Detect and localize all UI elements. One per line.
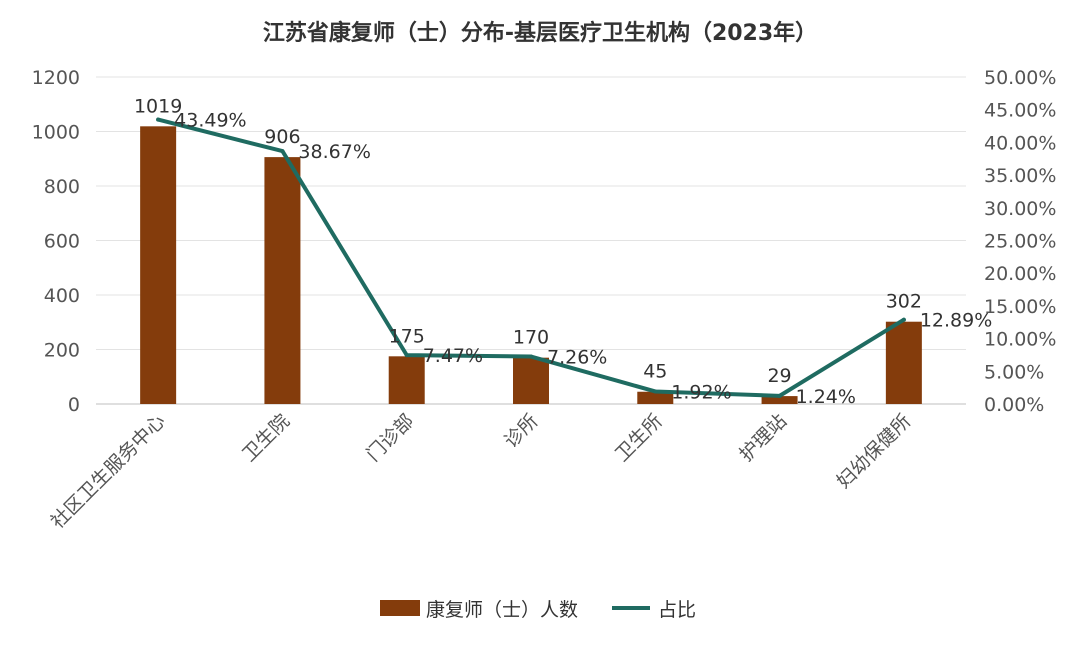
right-axis-tick: 0.00% <box>984 394 1044 416</box>
left-axis-tick: 400 <box>44 285 80 307</box>
line-point <box>529 354 533 359</box>
bar-value-label: 170 <box>513 327 549 349</box>
left-axis: 0 200 400 600 800 1000 1200 <box>32 67 80 416</box>
bar <box>264 157 301 404</box>
right-axis-tick: 30.00% <box>984 198 1056 220</box>
bar-value-label: 906 <box>264 126 300 148</box>
right-axis-tick: 45.00% <box>984 100 1056 122</box>
bar-value-label: 175 <box>389 325 425 347</box>
bar-value-label: 1019 <box>134 95 182 117</box>
gridlines <box>96 76 966 405</box>
right-axis-tick: 5.00% <box>984 361 1044 383</box>
bar-value-label: 302 <box>886 291 922 313</box>
right-axis-tick: 20.00% <box>984 263 1056 285</box>
line-point <box>777 393 782 398</box>
bar <box>388 356 425 404</box>
bar <box>761 396 798 404</box>
right-axis-tick: 35.00% <box>984 165 1056 187</box>
line-point <box>901 317 906 322</box>
line-value-label: 7.26% <box>547 347 607 369</box>
left-axis-tick: 0 <box>68 394 80 416</box>
left-axis-tick: 1200 <box>32 67 80 89</box>
category-label: 妇幼保健所 <box>833 410 916 493</box>
line-point <box>404 353 409 358</box>
category-label: 社区卫生服务中心 <box>47 410 170 533</box>
bar-series <box>140 126 922 404</box>
category-label: 护理站 <box>735 410 791 466</box>
bar-value-label: 45 <box>643 361 667 383</box>
line-value-label: 43.49% <box>174 110 246 132</box>
line-point <box>280 149 285 154</box>
line-point <box>653 389 658 394</box>
bar <box>885 321 922 404</box>
left-axis-tick: 1000 <box>32 122 80 144</box>
line-value-label: 38.67% <box>298 141 370 163</box>
right-axis: 0.00% 5.00% 10.00% 15.00% 20.00% 25.00% 30.00%… <box>984 67 1056 416</box>
right-axis-tick: 40.00% <box>984 132 1056 154</box>
chart-title: 江苏省康复师（士）分布-基层医疗卫生机构（2023年） <box>263 20 817 46</box>
line-value-label: 7.47% <box>423 345 483 367</box>
line-series <box>156 117 906 398</box>
right-axis-tick: 50.00% <box>984 67 1056 89</box>
bar-value-label: 29 <box>767 365 791 387</box>
legend-label-bars: 康复师（士）人数 <box>426 599 578 621</box>
line-value-label: 12.89% <box>920 310 992 332</box>
category-label: 门诊部 <box>362 410 418 466</box>
x-axis: 社区卫生服务中心 卫生院 门诊部 诊所 卫生所 护理站 妇幼保健所 <box>47 410 916 533</box>
bar <box>513 357 549 404</box>
line-value-label: 1.24% <box>796 386 856 408</box>
category-label: 诊所 <box>500 410 542 452</box>
right-axis-tick: 10.00% <box>984 329 1056 351</box>
right-axis-tick: 15.00% <box>984 296 1056 318</box>
line-point <box>156 117 161 122</box>
legend-label-line: 占比 <box>658 599 696 621</box>
legend-swatch-bars <box>380 600 420 616</box>
data-labels: 1019 906 175 170 45 29 302 43.49% 38.67% 7.47% 7.2… <box>134 95 992 408</box>
legend: 康复师（士）人数 占比 <box>380 599 696 621</box>
right-axis-tick: 25.00% <box>984 231 1056 253</box>
bar <box>140 126 177 404</box>
left-axis-tick: 200 <box>44 340 80 362</box>
category-label: 卫生院 <box>238 410 294 466</box>
bar <box>637 391 674 404</box>
left-axis-tick: 800 <box>44 176 80 198</box>
category-label: 卫生所 <box>611 410 667 466</box>
left-axis-tick: 600 <box>44 231 80 253</box>
line-value-label: 1.92% <box>671 381 731 403</box>
